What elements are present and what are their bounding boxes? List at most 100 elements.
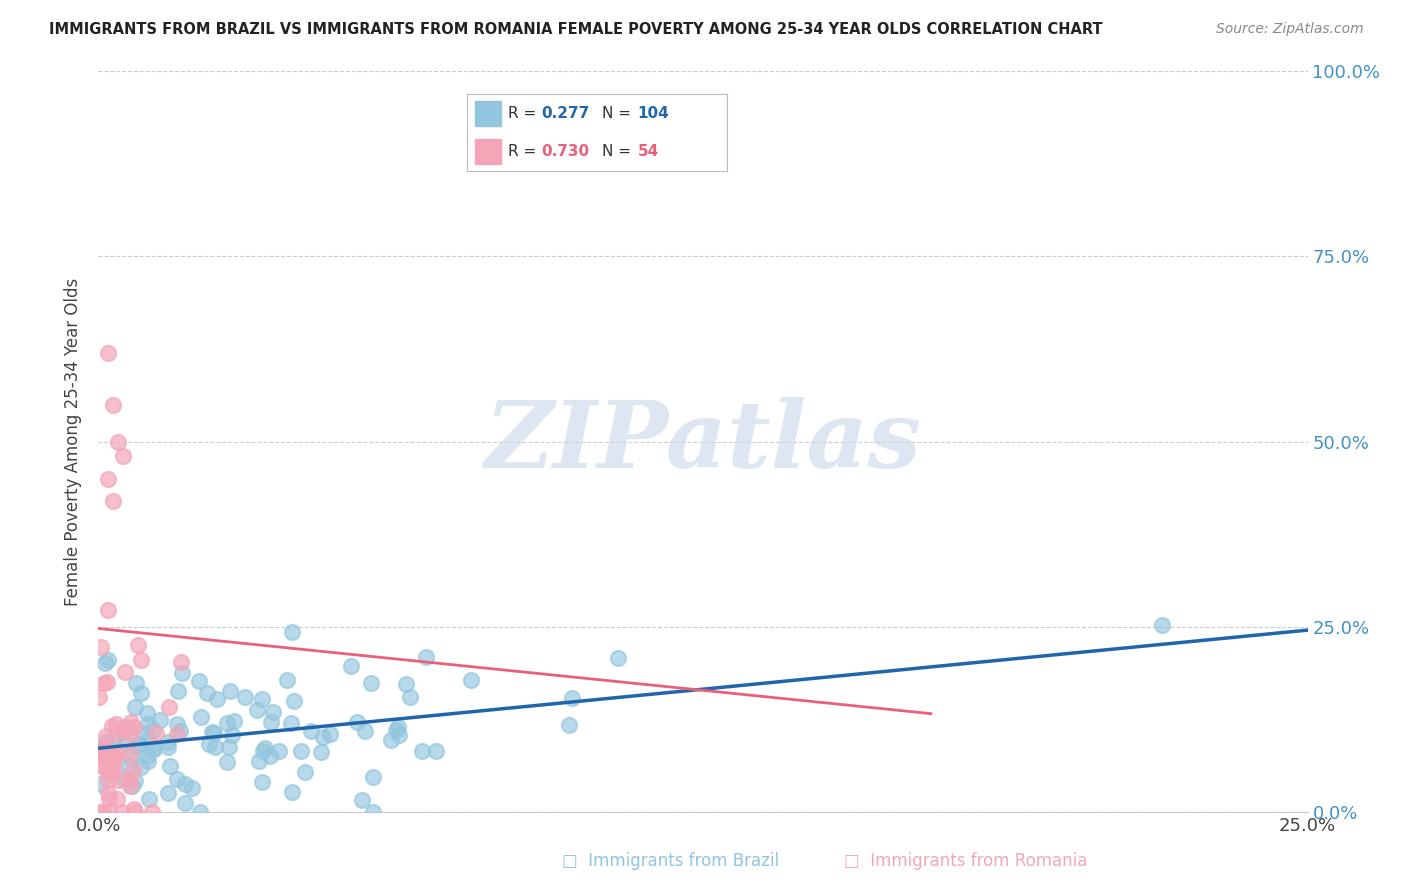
Point <box>350 793 373 807</box>
Text: □  Immigrants from Brazil: □ Immigrants from Brazil <box>562 852 779 870</box>
Point <box>90 776 112 790</box>
Point <box>96 757 118 772</box>
Point <box>96 764 118 778</box>
Point <box>202 726 225 740</box>
Point <box>156 740 179 755</box>
Point <box>388 728 411 742</box>
Point <box>558 718 581 732</box>
Text: Source: ZipAtlas.com: Source: ZipAtlas.com <box>1216 22 1364 37</box>
Point <box>115 720 138 734</box>
Point <box>96 674 118 689</box>
Text: ZIPatlas: ZIPatlas <box>485 397 921 486</box>
Point <box>91 805 114 819</box>
Point <box>354 723 377 738</box>
Point <box>101 766 124 780</box>
Point <box>120 749 142 764</box>
Point <box>124 675 146 690</box>
Point <box>380 732 402 747</box>
Point <box>219 684 242 698</box>
Point <box>159 700 181 714</box>
Point <box>136 716 159 731</box>
Point <box>460 673 482 687</box>
Point <box>101 749 124 764</box>
Point <box>346 715 368 730</box>
Point <box>157 735 180 749</box>
Point <box>145 726 167 740</box>
Point <box>89 690 111 704</box>
Point <box>166 684 188 698</box>
Point <box>415 650 437 665</box>
Point <box>90 640 112 654</box>
Point <box>93 676 115 690</box>
Point <box>107 727 129 741</box>
Point <box>124 805 146 819</box>
Point <box>606 651 628 665</box>
Point <box>173 777 195 791</box>
Point <box>91 759 114 773</box>
Point <box>114 665 136 679</box>
Point <box>267 743 290 757</box>
Point <box>190 710 212 724</box>
Point <box>101 756 124 770</box>
Point <box>233 690 256 704</box>
Point <box>135 706 157 721</box>
Point <box>142 723 165 738</box>
Point <box>94 740 117 755</box>
Point <box>384 723 406 738</box>
Point <box>425 744 447 758</box>
Point <box>97 345 120 359</box>
Point <box>217 756 239 770</box>
Point <box>136 755 159 769</box>
Point <box>120 726 142 740</box>
Point <box>97 804 120 818</box>
Point <box>103 749 125 764</box>
Point <box>170 656 193 670</box>
Point <box>122 801 145 815</box>
Point <box>280 716 302 731</box>
Point <box>187 673 209 688</box>
Point <box>131 653 153 667</box>
Point <box>252 774 274 789</box>
Point <box>114 722 136 736</box>
Point <box>105 792 128 806</box>
Point <box>124 720 146 734</box>
Point <box>127 737 149 751</box>
Point <box>93 749 115 764</box>
Point <box>276 673 298 688</box>
Point <box>93 747 115 762</box>
Point <box>207 691 229 706</box>
Point <box>259 749 281 764</box>
Point <box>250 692 273 706</box>
Point <box>1152 617 1174 632</box>
Point <box>101 493 124 508</box>
Point <box>112 723 135 738</box>
Point <box>387 720 409 734</box>
Point <box>174 796 197 810</box>
Point <box>197 737 219 751</box>
Text: □  Immigrants from Romania: □ Immigrants from Romania <box>844 852 1087 870</box>
Point <box>96 729 118 743</box>
Point <box>188 805 211 819</box>
Point <box>339 659 361 673</box>
Point <box>121 779 143 793</box>
Point <box>280 785 302 799</box>
Point <box>103 762 125 776</box>
Point <box>97 471 120 485</box>
Point <box>118 780 141 794</box>
Point <box>218 740 240 755</box>
Point <box>399 690 422 705</box>
Point <box>90 746 112 760</box>
Point <box>170 666 193 681</box>
Point <box>136 749 159 764</box>
Point <box>97 747 120 762</box>
Point <box>281 624 304 639</box>
Point <box>411 743 433 757</box>
Point <box>294 764 316 779</box>
Point <box>138 792 160 806</box>
Point <box>97 786 120 800</box>
Point <box>201 725 224 739</box>
Point <box>215 715 238 730</box>
Point <box>112 772 135 786</box>
Point <box>105 747 128 761</box>
Point <box>169 724 191 739</box>
